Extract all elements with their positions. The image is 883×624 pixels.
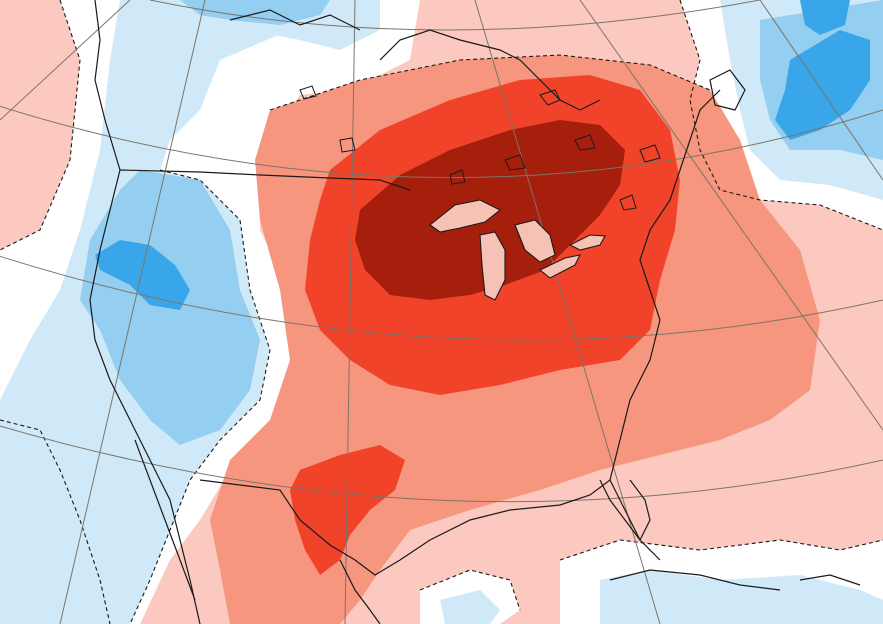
lake-outline [449,169,466,185]
meridian-line [0,0,131,121]
lake-superior [429,199,502,233]
baja-coast [134,439,196,601]
contour-line [0,419,111,624]
parallel-line [149,0,761,31]
field-cool-medium-north [180,0,330,25]
lake-outline [619,194,637,211]
parallel-line [0,255,883,341]
lake-outline [539,89,561,106]
us-mexico-border [199,479,301,521]
field-cool-light-caribbean [600,570,883,624]
hudson-bay-coast [379,29,601,111]
field-cool-strong-northeast-2 [800,0,850,35]
lake-outline [339,137,356,153]
contour-line [269,54,711,111]
field-cool-light-southwest [0,420,110,624]
gulf-coast [299,479,661,576]
pacific-coast [89,0,201,624]
coastlines [89,0,861,624]
florida-coast [599,479,651,542]
meridian-line [474,0,661,624]
meridian-line [579,0,883,431]
lake-outline [299,85,317,100]
field-cool-light-gulf [440,590,500,624]
lake-erie [538,254,581,279]
hispaniola-coast [799,574,861,586]
contour-line [129,169,271,624]
meridian-line [344,0,356,624]
arctic-coast [229,9,361,31]
contour-line [559,539,883,561]
cuba-coast [609,569,781,591]
meridian-line [59,0,206,624]
lake-outline [504,154,526,171]
lake-outline [574,134,596,151]
contour-line [679,0,883,231]
newfoundland-coast [709,69,746,111]
lake-outline [639,144,661,163]
lake-ontario [568,234,606,251]
field-warm-strong-texas [290,445,405,575]
lake-huron [514,219,556,263]
mexico-coast [339,559,381,624]
field-cool-strong-west [95,240,190,310]
contour-line [0,0,81,251]
great-lakes [429,199,606,301]
us-canada-border [119,169,411,191]
canadian-lakes [299,85,661,211]
meridian-line [759,0,883,181]
parallel-line [0,425,883,503]
parallel-line [0,105,883,179]
atlantic-coast [609,89,721,481]
lake-michigan [479,231,506,301]
